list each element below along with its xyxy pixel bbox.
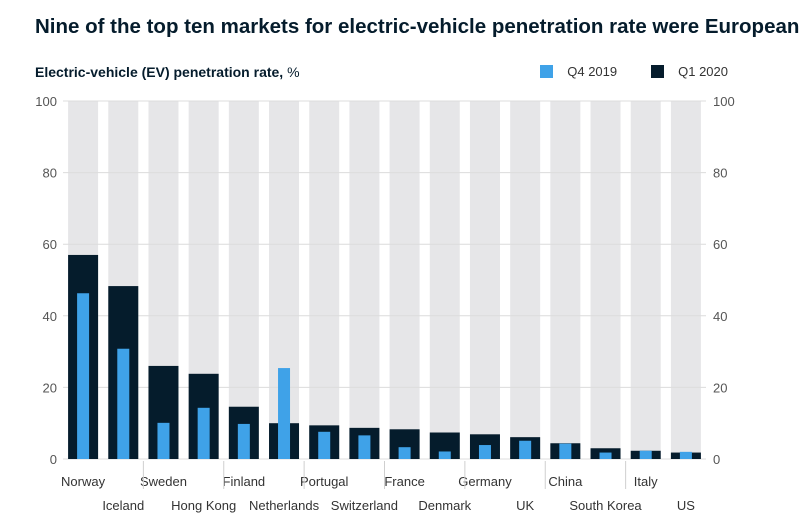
- y-tick-label-right: 0: [713, 452, 720, 467]
- y-axis-label-text: Electric-vehicle (EV) penetration rate,: [35, 64, 284, 80]
- x-tick-label: Finland: [223, 474, 266, 489]
- y-tick-label-left: 60: [43, 237, 57, 252]
- y-tick-label-left: 80: [43, 166, 57, 181]
- background-bar: [469, 101, 500, 459]
- background-bar: [630, 101, 661, 459]
- bar-q4-2019: [478, 445, 491, 459]
- bar-q4-2019: [398, 447, 411, 459]
- background-bar: [389, 101, 420, 459]
- legend-label-q4-2019: Q4 2019: [567, 64, 618, 79]
- y-tick-label-right: 60: [713, 237, 727, 252]
- x-tick-label: Iceland: [102, 498, 144, 513]
- bar-q4-2019: [77, 293, 90, 459]
- legend-swatch-q1-2020: [651, 65, 665, 78]
- bar-q4-2019: [318, 431, 331, 459]
- bar-q4-2019: [679, 451, 692, 459]
- background-bar: [670, 101, 701, 459]
- background-bar: [429, 101, 460, 459]
- background-bar: [510, 101, 541, 459]
- bar-q4-2019: [358, 435, 371, 459]
- y-tick-label-left: 20: [43, 380, 57, 395]
- background-bar: [309, 101, 340, 459]
- x-tick-label: South Korea: [569, 498, 642, 513]
- background-bar: [590, 101, 621, 459]
- legend-label-q1-2020: Q1 2020: [678, 64, 728, 79]
- x-tick-label: US: [677, 498, 695, 513]
- bar-q4-2019: [237, 423, 250, 459]
- x-tick-label: Portugal: [300, 474, 349, 489]
- x-tick-label: France: [384, 474, 424, 489]
- background-bar: [228, 101, 259, 459]
- chart-title: Nine of the top ten markets for electric…: [35, 15, 800, 38]
- bar-q4-2019: [197, 407, 210, 459]
- y-tick-label-right: 80: [713, 166, 727, 181]
- x-tick-label: Denmark: [418, 498, 471, 513]
- y-tick-label-right: 20: [713, 380, 727, 395]
- bar-q4-2019: [157, 422, 170, 459]
- x-tick-label: Norway: [61, 474, 106, 489]
- legend-swatch-q4-2019: [540, 65, 554, 78]
- y-tick-label-left: 40: [43, 309, 57, 324]
- background-bar: [349, 101, 380, 459]
- bar-q4-2019: [639, 450, 652, 459]
- y-axis-unit: %: [287, 64, 300, 80]
- x-tick-label: Hong Kong: [171, 498, 236, 513]
- legend-item-q1-2020: Q1 2020: [651, 64, 728, 79]
- x-tick-label: Germany: [458, 474, 512, 489]
- bar-q4-2019: [519, 440, 532, 459]
- x-tick-label: Italy: [634, 474, 658, 489]
- y-tick-label-left: 0: [50, 452, 57, 467]
- bar-q4-2019: [599, 452, 612, 459]
- y-axis-label: Electric-vehicle (EV) penetration rate, …: [35, 64, 300, 80]
- bar-q4-2019: [278, 368, 291, 459]
- bar-q4-2019: [438, 451, 451, 459]
- background-bar: [550, 101, 581, 459]
- x-tick-label: UK: [516, 498, 534, 513]
- x-tick-label: Sweden: [140, 474, 187, 489]
- y-tick-label-left: 100: [35, 94, 57, 109]
- legend-item-q4-2019: Q4 2019: [540, 64, 617, 79]
- x-tick-label: Switzerland: [331, 498, 398, 513]
- bar-q4-2019: [117, 348, 130, 459]
- x-tick-label: Netherlands: [249, 498, 320, 513]
- y-tick-label-right: 40: [713, 309, 727, 324]
- y-tick-label-right: 100: [713, 94, 735, 109]
- legend: Q4 2019 Q1 2020: [506, 64, 728, 79]
- bar-q4-2019: [559, 443, 572, 459]
- x-tick-label: China: [548, 474, 583, 489]
